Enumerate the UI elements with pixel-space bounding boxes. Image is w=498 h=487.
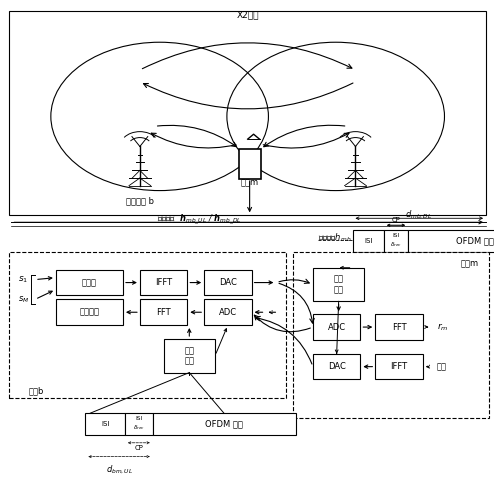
Text: IFFT: IFFT <box>155 278 172 287</box>
Text: 预编码: 预编码 <box>82 278 97 287</box>
Text: 等效信道  $\boldsymbol{h}_{mb\_UL}$ / $\boldsymbol{h}_{mb\_DL}$: 等效信道 $\boldsymbol{h}_{mb\_UL}$ / $\bolds… <box>157 212 242 226</box>
FancyBboxPatch shape <box>163 339 215 373</box>
FancyBboxPatch shape <box>140 270 187 296</box>
Text: $d_{bm,UL}$: $d_{bm,UL}$ <box>106 463 132 476</box>
Text: $s_1$: $s_1$ <box>18 274 28 285</box>
Text: ADC: ADC <box>219 308 237 317</box>
Text: X2接口: X2接口 <box>237 10 259 19</box>
FancyBboxPatch shape <box>56 300 123 325</box>
FancyBboxPatch shape <box>313 268 365 301</box>
Text: DAC: DAC <box>328 362 346 371</box>
Text: ADC: ADC <box>328 322 346 332</box>
FancyBboxPatch shape <box>9 11 486 215</box>
FancyBboxPatch shape <box>353 230 384 252</box>
FancyBboxPatch shape <box>140 300 187 325</box>
FancyBboxPatch shape <box>375 314 423 340</box>
Text: 用户m: 用户m <box>461 259 479 268</box>
Text: 协作基站 b: 协作基站 b <box>126 196 154 205</box>
FancyBboxPatch shape <box>408 230 498 252</box>
Text: 导频: 导频 <box>437 362 447 371</box>
Text: 空中信道$h_{mb}$: 空中信道$h_{mb}$ <box>318 232 352 244</box>
FancyBboxPatch shape <box>153 413 296 435</box>
Text: IFFT: IFFT <box>390 362 407 371</box>
Text: CP: CP <box>134 445 143 451</box>
FancyBboxPatch shape <box>56 270 123 296</box>
Text: $r_m$: $r_m$ <box>437 321 448 333</box>
Text: 定时
同步: 定时 同步 <box>334 275 344 294</box>
Text: CP: CP <box>391 217 400 223</box>
Text: OFDM 符号: OFDM 符号 <box>206 419 244 429</box>
FancyBboxPatch shape <box>9 252 286 398</box>
FancyBboxPatch shape <box>313 354 361 379</box>
Text: ISI
$\delta_{rec}$: ISI $\delta_{rec}$ <box>133 416 145 431</box>
Text: OFDM 符号: OFDM 符号 <box>456 237 494 245</box>
FancyBboxPatch shape <box>204 270 251 296</box>
FancyBboxPatch shape <box>204 300 251 325</box>
Text: 基站b: 基站b <box>29 386 44 395</box>
Text: ISI
$\delta_{rec}$: ISI $\delta_{rec}$ <box>390 233 402 248</box>
FancyBboxPatch shape <box>313 314 361 340</box>
Text: FFT: FFT <box>156 308 171 317</box>
FancyBboxPatch shape <box>293 252 489 418</box>
Text: 信道估计: 信道估计 <box>79 308 100 317</box>
Text: 定时
同步: 定时 同步 <box>184 346 194 365</box>
Text: ISI: ISI <box>101 421 110 427</box>
Text: ISI: ISI <box>364 238 373 244</box>
FancyBboxPatch shape <box>375 354 423 379</box>
Text: DAC: DAC <box>219 278 237 287</box>
Text: $s_M$: $s_M$ <box>17 294 29 305</box>
FancyBboxPatch shape <box>125 413 153 435</box>
Text: 用户m: 用户m <box>241 178 258 187</box>
FancyBboxPatch shape <box>239 149 260 179</box>
FancyBboxPatch shape <box>86 413 125 435</box>
FancyBboxPatch shape <box>384 230 408 252</box>
Text: FFT: FFT <box>391 322 406 332</box>
Text: $d_{mb,DL}$: $d_{mb,DL}$ <box>405 209 432 222</box>
